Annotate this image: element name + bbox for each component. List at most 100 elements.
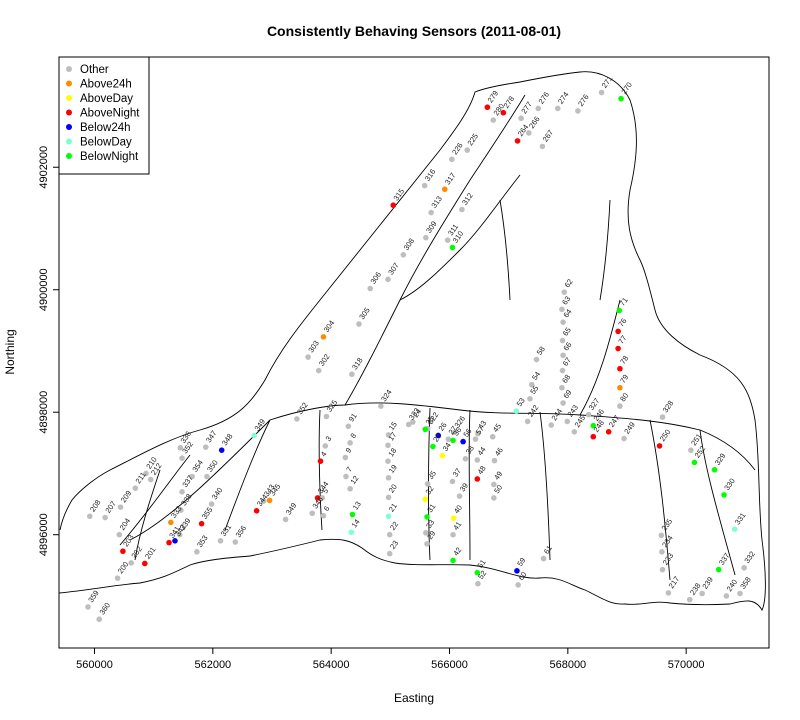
sensor-point (405, 421, 412, 428)
sensor-point-label: 39 (458, 481, 470, 493)
sensor-point-label: 4 (319, 450, 329, 459)
sensor-point (474, 476, 481, 482)
sensor-point-label: 68 (560, 373, 572, 385)
sensor-point (659, 549, 665, 555)
sensor-point (459, 206, 465, 213)
sensor-point-label: 13 (351, 500, 363, 512)
sensor-point-label: 317 (443, 171, 458, 186)
sensor-point-label: 19 (387, 463, 399, 475)
sensor-point (441, 186, 448, 193)
sensor-point-label: 51 (476, 558, 488, 570)
legend-swatch (66, 109, 72, 116)
sensor-point-label: 44 (476, 445, 488, 457)
sensor-point-label: 64 (561, 307, 573, 319)
sensor-point (585, 411, 592, 418)
sensor-point-label: 351 (219, 523, 234, 538)
sensor-point (559, 384, 565, 391)
sensor-point-label: 331 (733, 511, 748, 526)
sensor-point (317, 458, 324, 465)
sensor-point-label: 61 (542, 544, 554, 556)
stream-branch-west-2 (318, 409, 323, 531)
sensor-point (500, 109, 507, 116)
sensor-points (85, 89, 747, 623)
sensor-point (474, 457, 481, 463)
sensor-point-label: 309 (424, 219, 439, 234)
sensor-point-label: 248 (592, 418, 607, 433)
sensor-point-label: 250 (658, 428, 673, 443)
sensor-point (147, 476, 154, 483)
sensor-point-label: 6 (322, 504, 332, 513)
y-tick-label: 4896000 (38, 513, 50, 556)
sensor-point-label: 274 (556, 90, 571, 105)
stream-branch-south (468, 409, 471, 561)
sensor-point-label: 48 (476, 464, 488, 476)
sensor-point (423, 530, 429, 536)
sensor-point-label: 330 (722, 477, 737, 492)
sensor-point-label: 32 (424, 484, 436, 496)
sensor-point (548, 422, 555, 428)
sensor-point-label: 58 (535, 345, 547, 357)
sensor-point-label: 247 (607, 414, 622, 429)
sensor-point-label: 308 (402, 237, 417, 252)
sensor-point-label: 302 (317, 352, 332, 367)
sensor-point (559, 337, 566, 344)
stream-branch-southeast (699, 429, 736, 576)
sensor-point-label: 29 (425, 529, 437, 541)
sensor-point (378, 403, 384, 409)
x-tick-label: 562000 (194, 659, 231, 671)
sensor-point-label: 80 (618, 391, 630, 403)
sensor-point-label: 325 (325, 398, 340, 413)
sensor-point-label: 303 (306, 339, 321, 354)
sensor-point (560, 352, 566, 359)
sensor-point (450, 437, 456, 444)
sensor-point (491, 481, 497, 488)
sensor-point (218, 447, 225, 453)
sensor-point (179, 455, 185, 461)
sensor-point (439, 452, 446, 459)
sensor-point (518, 115, 524, 122)
sensor-point (208, 501, 215, 507)
sensor-point-label: 91 (347, 411, 359, 423)
sensor-point-label: 53 (515, 396, 527, 408)
sensor-point-label: 202 (129, 545, 144, 560)
sensor-point-label: 55 (528, 384, 540, 396)
sensor-point-label: 67 (561, 356, 573, 368)
sensor-point (385, 474, 392, 481)
sensor-point (423, 234, 429, 241)
legend-box (58, 56, 150, 175)
sensor-point-label: 27 (447, 424, 459, 436)
sensor-point-label: 353 (195, 534, 210, 549)
sensor-point (575, 108, 581, 114)
plot-frame (58, 56, 770, 649)
x-tick-label: 568000 (549, 659, 586, 671)
sensor-point-label: 306 (368, 270, 383, 285)
sensor-point (260, 498, 267, 504)
sensor-point (721, 492, 727, 498)
sensor-point-label: 208 (88, 498, 103, 513)
stream-branch-southeast-2 (649, 419, 671, 581)
sensor-point-label: 349 (284, 501, 299, 516)
sensor-point-label: 226 (450, 141, 465, 156)
sensor-point (540, 555, 547, 562)
sensor-point-label: 225 (466, 132, 481, 147)
sensor-point-label: 69 (561, 388, 573, 400)
legend-swatch (66, 138, 72, 145)
sensor-point-label: 276 (576, 93, 591, 108)
sensor-point (554, 105, 561, 112)
sensor-point (449, 478, 456, 485)
sensor-point (424, 514, 430, 520)
sensor-point-label: 358 (738, 575, 753, 590)
sensor-point (114, 575, 121, 581)
legend-entry: BelowNight (80, 151, 139, 163)
sensor-point (514, 138, 521, 144)
sensor-point (385, 458, 391, 465)
sensor-point (117, 504, 124, 510)
legend-swatch (66, 80, 72, 87)
sensor-point-label: 312 (460, 191, 475, 206)
sensor-point (715, 566, 722, 573)
sensor-point (491, 495, 497, 501)
sensor-point-label: 56 (461, 427, 473, 439)
sensor-point-label: 307 (386, 261, 401, 276)
stream-branch-north (344, 94, 526, 406)
sensor-point (535, 105, 542, 112)
